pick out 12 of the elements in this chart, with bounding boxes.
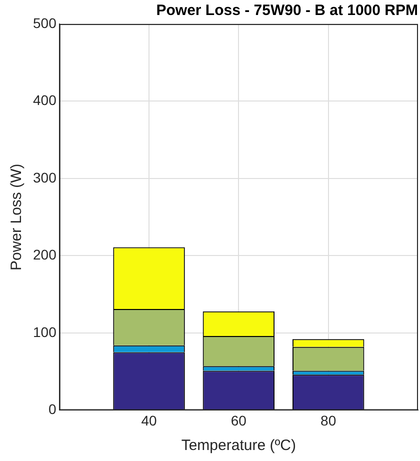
x-tick-label: 60	[230, 412, 247, 428]
y-tick-label: 100	[33, 324, 57, 340]
y-axis-title: Power Loss (W)	[8, 164, 26, 270]
y-tick-label: 300	[33, 169, 57, 186]
y-tick-label: 0	[48, 401, 57, 418]
y-tick-label: 500	[33, 14, 57, 31]
x-tick-label: 40	[141, 412, 158, 428]
y-tick-label: 400	[33, 92, 57, 108]
x-tick-label: 80	[320, 412, 336, 428]
chart-title: Power Loss - 75W90 - B at 1000 RPM	[156, 2, 418, 20]
y-tick-label: 200	[33, 246, 57, 263]
x-axis-title: Temperature (ºC)	[181, 437, 296, 454]
